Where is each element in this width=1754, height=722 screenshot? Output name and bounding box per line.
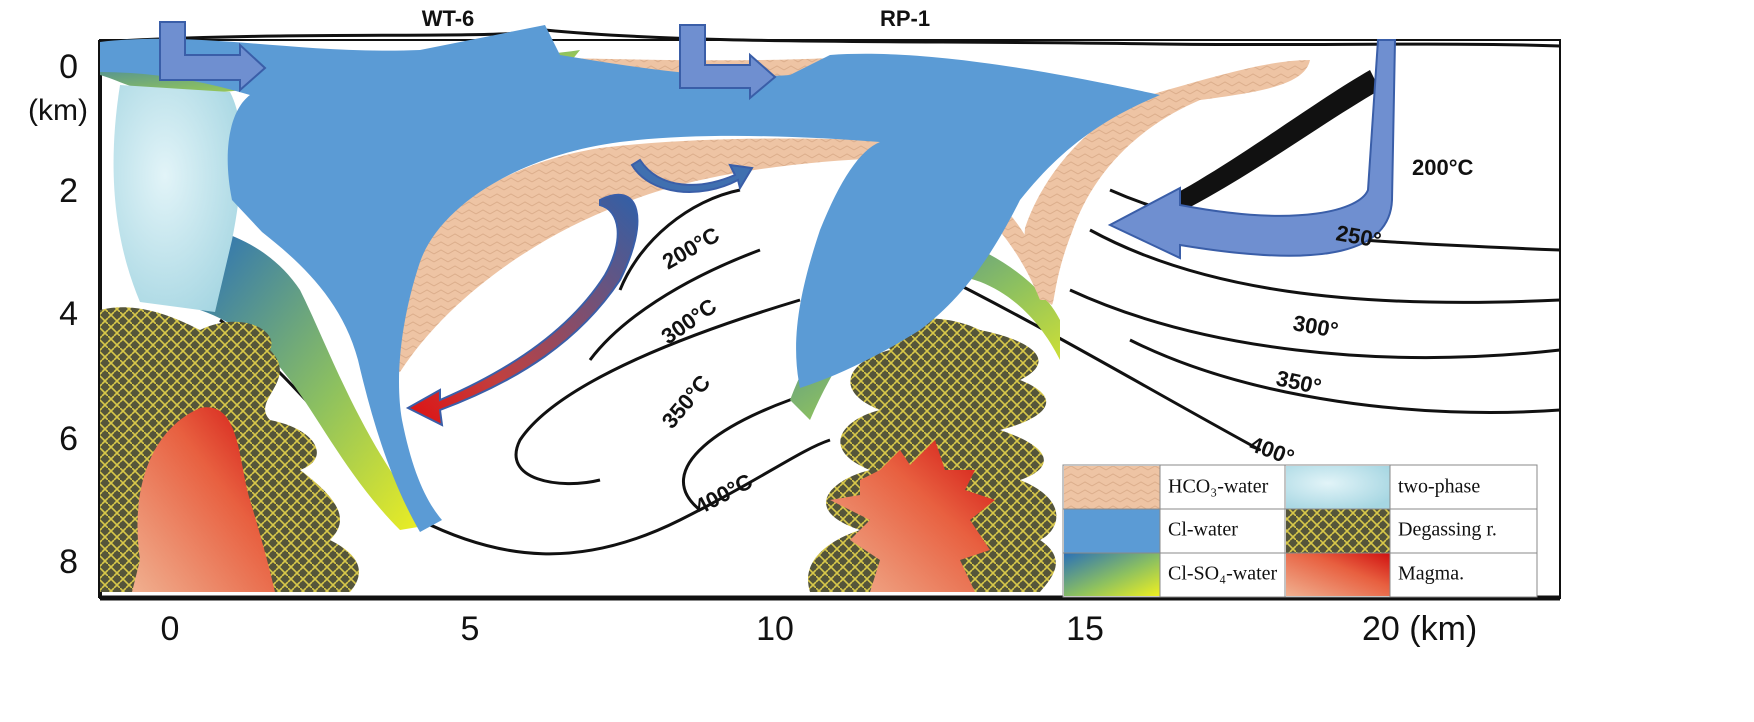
well-label: WT-6 [422, 6, 475, 31]
legend-label: Cl-SO₄-water [1168, 563, 1278, 585]
x-axis-labels: 0 5 10 15 20 (km) [161, 610, 1478, 648]
legend-swatch [1064, 509, 1160, 553]
y-tick-label: 8 [59, 543, 78, 581]
cross-section: WT-6 RP-1 0 (km) 2 4 6 8 0 5 10 15 20 (k… [0, 0, 1754, 722]
legend-label: two-phase [1398, 476, 1480, 498]
legend-label: HCO₃-water [1168, 476, 1269, 498]
legend-swatch [1064, 553, 1160, 596]
x-tick-label: 0 [161, 610, 180, 648]
legend-swatch [1286, 553, 1390, 596]
legend: HCO₃-water two-phase Cl-water Degassing … [1063, 465, 1537, 597]
legend-swatch [1286, 466, 1390, 509]
x-tick-label: 10 [756, 610, 794, 648]
legend-label: Magma. [1398, 563, 1464, 585]
legend-label: Cl-water [1168, 519, 1238, 541]
well-label: RP-1 [880, 6, 930, 31]
y-tick-label: 0 [59, 48, 78, 86]
legend-swatch [1064, 466, 1160, 509]
x-tick-label: 20 (km) [1362, 610, 1477, 648]
y-tick-label: 4 [59, 295, 78, 333]
x-tick-label: 15 [1066, 610, 1104, 648]
y-tick-label: 6 [59, 420, 78, 458]
y-axis-labels: 0 (km) 2 4 6 8 [28, 48, 88, 581]
x-tick-label: 5 [461, 610, 480, 648]
y-unit: (km) [28, 94, 88, 127]
legend-label: Degassing r. [1398, 519, 1497, 541]
y-tick-label: 2 [59, 172, 78, 210]
legend-swatch [1286, 509, 1390, 553]
isotherm-label: 200°C [1412, 155, 1474, 180]
